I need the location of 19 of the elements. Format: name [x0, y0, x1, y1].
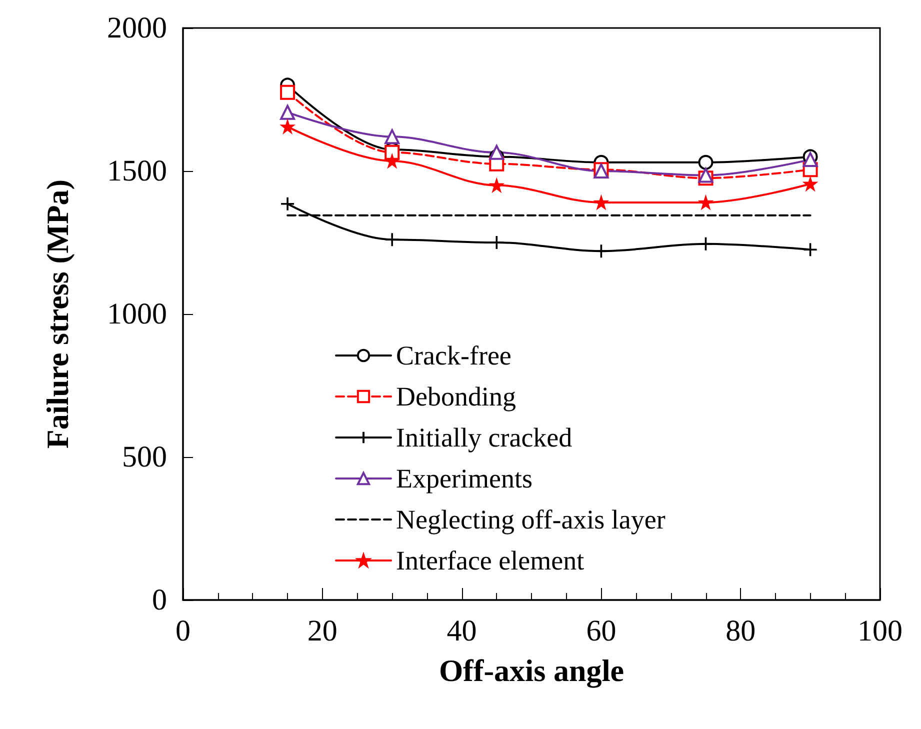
x-tick-label: 80	[726, 614, 756, 648]
y-axis-title: Failure stress (MPa)	[40, 179, 75, 449]
legend-label: Neglecting off-axis layer	[396, 504, 666, 534]
legend-label: Interface element	[396, 546, 585, 576]
y-tick-label: 1000	[107, 298, 167, 330]
y-tick-label: 500	[122, 440, 167, 474]
legend-label: Debonding	[396, 382, 516, 412]
y-tick-label: 2000	[107, 12, 167, 44]
x-tick-label: 40	[446, 614, 477, 648]
legend-label: Crack-free	[396, 340, 512, 370]
x-axis-title: Off-axis angle	[438, 653, 624, 688]
x-tick-label: 60	[586, 614, 616, 648]
y-tick-label: 0	[152, 584, 167, 616]
x-tick-label: 20	[307, 614, 338, 648]
x-tick-label: 0	[176, 614, 190, 648]
legend-label: Experiments	[396, 464, 532, 494]
x-tick-label: 100	[858, 614, 902, 648]
y-tick-label: 1500	[107, 154, 167, 188]
legend-label: Initially cracked	[396, 422, 573, 452]
